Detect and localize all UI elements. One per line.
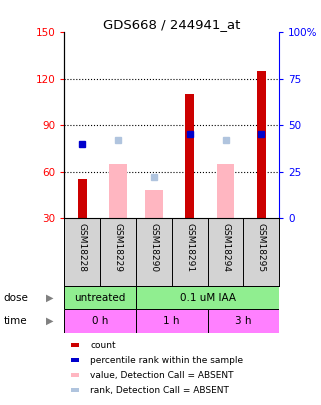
Text: ▶: ▶ (46, 316, 54, 326)
Text: 3 h: 3 h (235, 316, 252, 326)
Bar (208, 309, 279, 333)
Text: ▶: ▶ (46, 293, 54, 303)
Bar (64, 309, 136, 333)
Bar (78, 179, 87, 218)
Text: dose: dose (3, 293, 28, 303)
Text: rank, Detection Call = ABSENT: rank, Detection Call = ABSENT (90, 386, 229, 394)
Bar (145, 190, 163, 218)
Bar (257, 71, 266, 218)
Title: GDS668 / 244941_at: GDS668 / 244941_at (103, 18, 240, 31)
Bar (136, 286, 279, 309)
Bar (109, 164, 127, 218)
Bar (71, 343, 79, 347)
Bar (136, 309, 208, 333)
Text: GSM18294: GSM18294 (221, 223, 230, 272)
Text: 1 h: 1 h (163, 316, 180, 326)
Bar (71, 388, 79, 392)
Text: GSM18295: GSM18295 (257, 223, 266, 273)
Text: 0 h: 0 h (92, 316, 108, 326)
Text: GSM18290: GSM18290 (149, 223, 158, 273)
Text: untreated: untreated (74, 293, 126, 303)
Bar (64, 286, 136, 309)
Text: GSM18228: GSM18228 (78, 223, 87, 272)
Text: GSM18229: GSM18229 (113, 223, 123, 272)
Text: GSM18291: GSM18291 (185, 223, 194, 273)
Text: percentile rank within the sample: percentile rank within the sample (90, 356, 243, 364)
Text: 0.1 uM IAA: 0.1 uM IAA (179, 293, 236, 303)
Bar (71, 358, 79, 362)
Bar (217, 164, 234, 218)
Text: time: time (3, 316, 27, 326)
Bar (71, 373, 79, 377)
Text: count: count (90, 341, 116, 350)
Bar (185, 94, 194, 218)
Text: value, Detection Call = ABSENT: value, Detection Call = ABSENT (90, 371, 233, 379)
